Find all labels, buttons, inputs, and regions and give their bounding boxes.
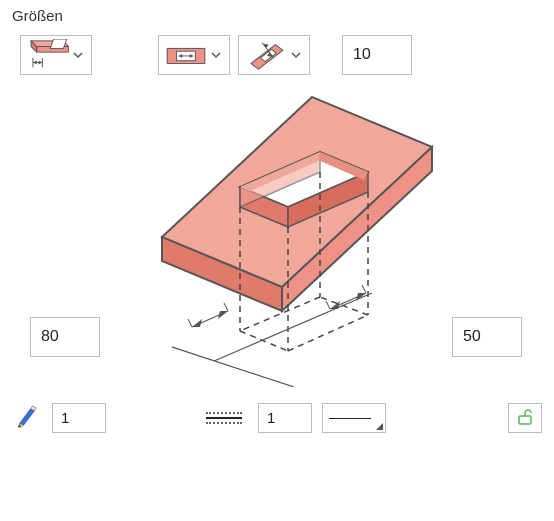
pen-weight-input[interactable]: 1 (52, 403, 106, 433)
isometric-diagram (122, 87, 442, 387)
unlock-icon (515, 407, 535, 430)
dimension-left-input[interactable]: 80 (30, 317, 100, 357)
thickness-input[interactable]: 10 (342, 35, 412, 75)
diag-measure-icon (245, 39, 287, 71)
chevron-down-icon (69, 50, 87, 60)
linetype-picker[interactable] (322, 403, 386, 433)
linetype-icon (206, 408, 242, 428)
slot-width-combo[interactable] (158, 35, 230, 75)
dimension-right-input[interactable]: 50 (452, 317, 522, 357)
dropdown-corner-icon (376, 423, 383, 430)
ref-edge-combo[interactable] (20, 35, 92, 75)
diag-measure-combo[interactable] (238, 35, 310, 75)
edge-measure-icon (27, 39, 69, 71)
pencil-icon (12, 403, 42, 433)
chevron-down-icon (207, 50, 225, 60)
section-title: Größen (12, 8, 542, 25)
slot-width-icon (165, 39, 207, 71)
chevron-down-icon (287, 50, 305, 60)
lock-toggle[interactable] (508, 403, 542, 433)
linetype-input[interactable]: 1 (258, 403, 312, 433)
